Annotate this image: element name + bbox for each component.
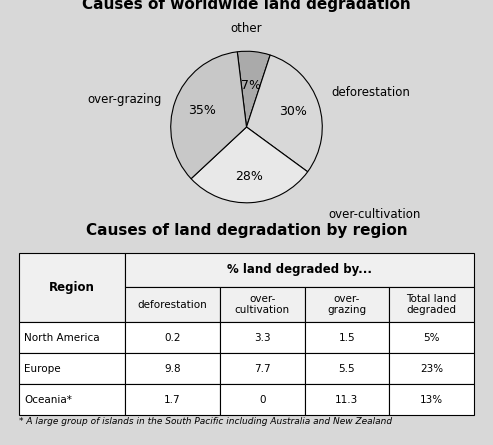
Text: 3.3: 3.3 (254, 332, 271, 343)
Title: Causes of worldwide land degradation: Causes of worldwide land degradation (82, 0, 411, 12)
Bar (220, 322, 305, 353)
Bar (305, 353, 389, 384)
Text: 0: 0 (259, 395, 266, 405)
Text: * A large group of islands in the South Pacific including Australia and New Zeal: * A large group of islands in the South … (19, 417, 392, 426)
Text: other: other (231, 21, 262, 35)
Bar (19, 253, 125, 322)
Text: 11.3: 11.3 (335, 395, 358, 405)
Text: 9.8: 9.8 (164, 364, 181, 373)
Text: 5%: 5% (423, 332, 440, 343)
Bar (125, 322, 220, 353)
Wedge shape (237, 51, 270, 127)
Bar (305, 287, 389, 322)
Bar (305, 322, 389, 353)
Text: over-
grazing: over- grazing (327, 294, 366, 316)
Bar (389, 384, 474, 415)
Bar (125, 353, 220, 384)
Bar (125, 287, 220, 322)
Text: over-grazing: over-grazing (87, 93, 162, 105)
Text: Region: Region (49, 281, 95, 294)
Text: 7.7: 7.7 (254, 364, 271, 373)
Bar (220, 287, 305, 322)
Wedge shape (246, 55, 322, 172)
Text: over-
cultivation: over- cultivation (235, 294, 290, 316)
Bar (19, 353, 125, 384)
Bar (19, 384, 125, 415)
Text: deforestation: deforestation (138, 299, 208, 310)
Bar (389, 353, 474, 384)
Text: 5.5: 5.5 (339, 364, 355, 373)
Text: 35%: 35% (188, 105, 216, 117)
Bar (220, 384, 305, 415)
Text: over-cultivation: over-cultivation (328, 208, 421, 221)
Text: deforestation: deforestation (331, 86, 410, 99)
Bar (220, 353, 305, 384)
Title: Causes of land degradation by region: Causes of land degradation by region (86, 223, 407, 238)
Text: % land degraded by...: % land degraded by... (227, 263, 372, 276)
Text: 0.2: 0.2 (164, 332, 181, 343)
Text: Total land
degraded: Total land degraded (406, 294, 457, 316)
Wedge shape (171, 52, 246, 179)
Bar (305, 384, 389, 415)
Bar (19, 322, 125, 353)
Bar (125, 384, 220, 415)
Bar (389, 287, 474, 322)
Text: 30%: 30% (280, 105, 307, 118)
Text: North America: North America (24, 332, 100, 343)
Text: 13%: 13% (420, 395, 443, 405)
Wedge shape (191, 127, 308, 203)
Text: Oceania*: Oceania* (24, 395, 72, 405)
Bar (125, 253, 474, 287)
Text: 28%: 28% (236, 170, 263, 183)
Text: 23%: 23% (420, 364, 443, 373)
Bar (389, 322, 474, 353)
Text: 7%: 7% (241, 79, 261, 92)
Text: Europe: Europe (24, 364, 61, 373)
Text: 1.5: 1.5 (339, 332, 355, 343)
Text: 1.7: 1.7 (164, 395, 181, 405)
